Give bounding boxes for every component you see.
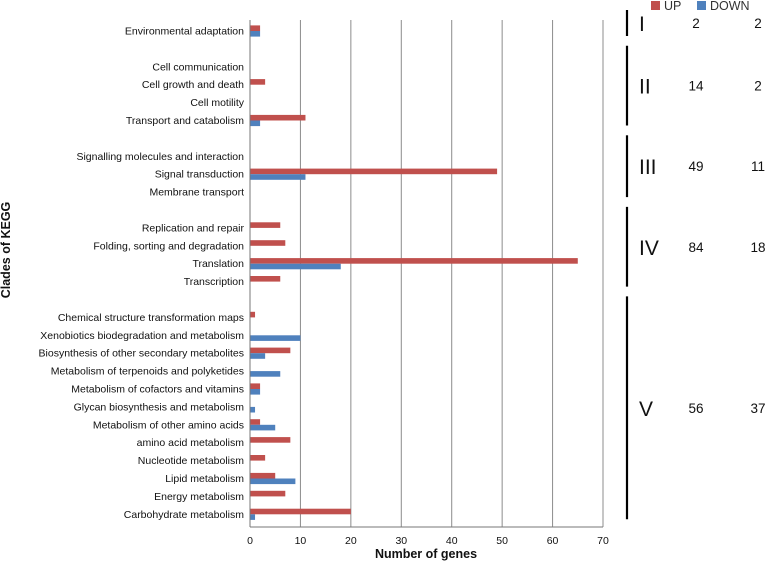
bar-up-transport-and-catabolism <box>250 114 306 121</box>
clade-summary: I 2 2 II 14 2 III 49 11 IV 84 18 V 56 37 <box>625 10 766 520</box>
bar-up-transcription <box>250 276 281 282</box>
clade-label-IV: IV <box>639 237 659 260</box>
category-label-metabolism-of-cofactors-and-vitamins: Metabolism of cofactors and vitamins <box>71 384 244 396</box>
x-axis-title: Number of genes <box>375 547 477 561</box>
clade-down-count: 37 <box>750 401 765 416</box>
bar-up-environmental-adaptation <box>250 25 261 31</box>
bar-down-lipid-metabolism <box>250 478 296 485</box>
bar-up-cell-growth-and-death <box>250 79 266 85</box>
bar-down-biosynthesis-of-other-secondary-metabolites <box>250 353 266 359</box>
x-tick-label: 30 <box>395 535 407 547</box>
x-tick-labels: 0 10 20 30 40 50 60 70 <box>247 535 609 547</box>
x-tick-label: 50 <box>496 535 508 547</box>
bar-up-signal-transduction <box>250 168 498 175</box>
category-label-biosynthesis-of-other-secondary-metabolites: Biosynthesis of other secondary metaboli… <box>39 348 244 360</box>
category-label-chemical-structure-transformation-maps: Chemical structure transformation maps <box>58 312 244 324</box>
category-label-carbohydrate-metabolism: Carbohydrate metabolism <box>124 509 244 521</box>
legend: UP DOWN <box>651 0 750 13</box>
category-label-energy-metabolism: Energy metabolism <box>154 491 244 503</box>
category-label-membrane-transport: Membrane transport <box>149 187 244 199</box>
clade-up-count: 56 <box>688 401 703 416</box>
y-axis-title: Clades of KEGG <box>0 202 13 299</box>
x-tick-label: 0 <box>247 535 253 547</box>
clade-up-count: 84 <box>688 240 704 255</box>
bar-up-lipid-metabolism <box>250 472 276 479</box>
legend-up-label: UP <box>664 0 681 13</box>
bar-down-metabolism-of-terpenoids-and-polyketides <box>250 371 281 377</box>
bar-up-metabolism-of-cofactors-and-vitamins <box>250 383 261 389</box>
category-label-translation: Translation <box>192 258 244 270</box>
category-label-lipid-metabolism: Lipid metabolism <box>165 473 244 485</box>
bar-up-biosynthesis-of-other-secondary-metabolites <box>250 347 291 354</box>
category-label-transport-and-catabolism: Transport and catabolism <box>126 115 244 127</box>
legend-down-swatch <box>697 1 706 10</box>
bar-down-transport-and-catabolism <box>250 120 261 127</box>
bar-down-glycan-biosynthesis-and-metabolism <box>250 406 256 413</box>
category-label-xenobiotics-biodegradation-and-metabolism: Xenobiotics biodegradation and metabolis… <box>40 330 244 342</box>
clade-label-I: I <box>639 13 645 36</box>
category-label-cell-communication: Cell communication <box>152 61 244 73</box>
clade-down-count: 18 <box>750 240 765 255</box>
category-label-environmental-adaptation: Environmental adaptation <box>125 26 244 38</box>
bar-down-signal-transduction <box>250 174 306 180</box>
legend-down-label: DOWN <box>710 0 750 13</box>
category-label-metabolism-of-terpenoids-and-polyketides: Metabolism of terpenoids and polyketides <box>51 366 244 378</box>
bar-up-metabolism-of-other-amino-acids <box>250 419 261 425</box>
clade-up-count: 49 <box>688 159 703 174</box>
bar-down-metabolism-of-cofactors-and-vitamins <box>250 389 261 395</box>
x-tick-label: 70 <box>597 535 609 547</box>
bar-up-nucleotide-metabolism <box>250 455 266 461</box>
category-label-nucleotide-metabolism: Nucleotide metabolism <box>138 455 244 467</box>
clade-label-II: II <box>639 76 651 99</box>
bar-up-energy-metabolism <box>250 490 286 497</box>
bar-up-translation <box>250 258 578 264</box>
category-label-amino-acid-metabolism: amino acid metabolism <box>137 437 245 449</box>
clade-down-count: 2 <box>754 16 762 31</box>
category-label-signalling-molecules-and-interaction: Signalling molecules and interaction <box>76 151 244 163</box>
bar-down-environmental-adaptation <box>250 31 261 37</box>
category-label-folding-sorting-and-degradation: Folding, sorting and degradation <box>93 240 244 252</box>
bar-up-folding-sorting-and-degradation <box>250 240 286 246</box>
category-label-metabolism-of-other-amino-acids: Metabolism of other amino acids <box>93 419 244 431</box>
clade-up-count: 2 <box>692 16 700 31</box>
bar-up-carbohydrate-metabolism <box>250 508 351 515</box>
category-labels: Environmental adaptation Cell communicati… <box>39 26 245 521</box>
x-tick-label: 60 <box>547 535 559 547</box>
x-tick-label: 40 <box>446 535 458 547</box>
vertical-gridlines <box>299 20 604 527</box>
clade-down-count: 11 <box>751 159 765 174</box>
category-label-cell-motility: Cell motility <box>190 97 244 109</box>
category-label-glycan-biosynthesis-and-metabolism: Glycan biosynthesis and metabolism <box>74 401 245 413</box>
legend-up-swatch <box>651 1 660 10</box>
category-label-replication-and-repair: Replication and repair <box>142 222 245 234</box>
bar-down-carbohydrate-metabolism <box>250 514 256 520</box>
bar-up-replication-and-repair <box>250 222 281 228</box>
clade-up-count: 14 <box>688 79 704 94</box>
bar-up-amino-acid-metabolism <box>250 437 291 443</box>
x-tick-label: 10 <box>295 535 307 547</box>
bars-group <box>250 25 578 520</box>
clade-label-V: V <box>639 398 653 421</box>
category-label-signal-transduction: Signal transduction <box>155 169 244 181</box>
bar-up-chemical-structure-transformation-maps <box>250 311 256 318</box>
bar-down-translation <box>250 263 341 270</box>
category-label-cell-growth-and-death: Cell growth and death <box>142 79 244 91</box>
category-label-transcription: Transcription <box>184 276 244 288</box>
x-tick-label: 20 <box>345 535 357 547</box>
clade-down-count: 2 <box>754 79 762 94</box>
bar-down-metabolism-of-other-amino-acids <box>250 424 276 431</box>
bar-down-xenobiotics-biodegradation-and-metabolism <box>250 335 301 341</box>
clade-label-III: III <box>639 156 657 179</box>
